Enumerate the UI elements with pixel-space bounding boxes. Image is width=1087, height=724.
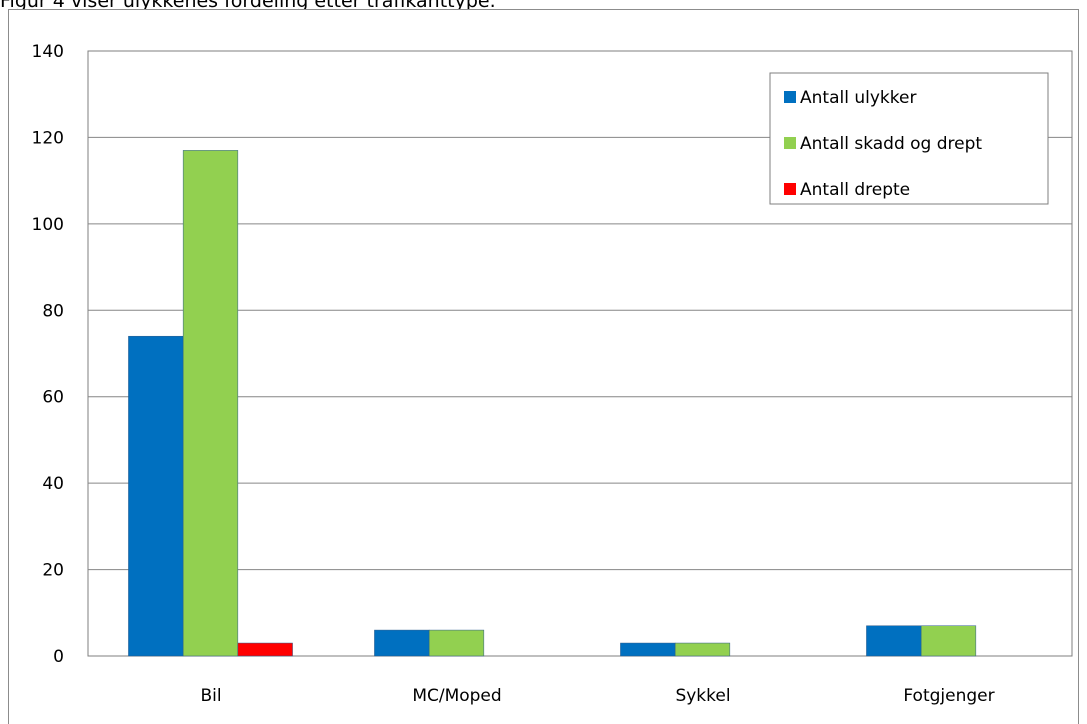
legend-label: Antall ulykker xyxy=(800,88,916,108)
y-tick-label: 60 xyxy=(42,388,64,408)
y-axis-ticks: 0 20 40 60 80 100 120 140 xyxy=(32,42,64,667)
x-tick-label: Bil xyxy=(200,686,221,706)
y-tick-label: 20 xyxy=(42,561,64,581)
bar-antall-skadd-og-drept-sykkel xyxy=(674,642,731,657)
bar-antall-ulykker-sykkel xyxy=(620,642,676,657)
x-tick-label: Sykkel xyxy=(675,686,730,706)
legend-box xyxy=(769,72,1049,205)
y-tick-label: 0 xyxy=(53,647,64,667)
y-tick-label: 140 xyxy=(32,42,64,62)
bar-antall-ulykker-bil xyxy=(128,335,184,657)
y-tick-label: 100 xyxy=(32,215,64,235)
bar-antall-skadd-og-drept-bil xyxy=(182,150,239,657)
y-tick-label: 80 xyxy=(42,301,64,321)
x-tick-label: Fotgjenger xyxy=(903,686,994,706)
x-axis-ticks: Bil MC/Moped Sykkel Fotgjenger xyxy=(200,686,994,706)
bar-antall-ulykker-fotgjenger xyxy=(866,625,922,657)
legend-label: Antall drepte xyxy=(800,180,910,200)
gridlines xyxy=(88,136,1072,571)
bar-antall-skadd-og-drept-fotgjenger xyxy=(920,625,977,657)
y-tick-label: 120 xyxy=(32,128,64,148)
legend-swatch xyxy=(784,183,796,195)
bar-antall-ulykker-mc-moped xyxy=(374,629,430,657)
bar-antall-drepte-bil xyxy=(237,642,293,657)
x-tick-label: MC/Moped xyxy=(412,686,501,706)
bars xyxy=(128,150,977,657)
legend: Antall ulykker Antall skadd og drept Antal… xyxy=(769,72,1049,205)
legend-label: Antall skadd og drept xyxy=(800,134,982,154)
legend-swatch xyxy=(784,137,796,149)
legend-swatch xyxy=(784,91,796,103)
y-tick-label: 40 xyxy=(42,474,64,494)
bar-antall-skadd-og-drept-mc-moped xyxy=(428,629,485,657)
